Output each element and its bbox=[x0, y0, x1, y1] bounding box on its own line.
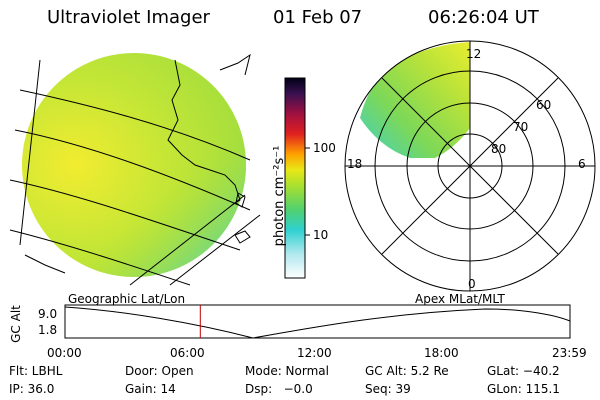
colorbar-unit-label: photon cm⁻²s⁻¹ bbox=[272, 145, 287, 247]
filter-info: Flt: LBHL bbox=[9, 364, 63, 378]
mlat-label-80: 80 bbox=[491, 142, 507, 156]
mlat-label-60: 60 bbox=[536, 98, 552, 112]
timeline-xtick-1800: 18:00 bbox=[424, 346, 459, 360]
mlt-label-0: 0 bbox=[468, 277, 476, 291]
mlt-label-12: 12 bbox=[466, 47, 482, 61]
glon-info: GLon: 115.1 bbox=[487, 382, 560, 396]
timeline-ylabel: GC Alt bbox=[9, 305, 23, 343]
latlon-grid bbox=[9, 59, 261, 286]
auroral-oval-coverage bbox=[360, 42, 470, 158]
dsp-info: Dsp: −0.0 bbox=[245, 382, 313, 396]
door-info: Door: Open bbox=[125, 364, 194, 378]
polar-plot bbox=[344, 40, 596, 292]
coastline bbox=[24, 53, 251, 274]
timeline-xtick-0600: 06:00 bbox=[170, 346, 205, 360]
timeline-xtick-0000: 00:00 bbox=[47, 346, 82, 360]
mlat-label-70: 70 bbox=[513, 120, 529, 134]
mode-info: Mode: Normal bbox=[245, 364, 329, 378]
ip-info: IP: 36.0 bbox=[9, 382, 55, 396]
timeline-ytick-bottom: 1.8 bbox=[38, 323, 58, 337]
geographic-image bbox=[9, 53, 261, 286]
apex-caption: Apex MLat/MLT bbox=[415, 292, 505, 306]
seq-info: Seq: 39 bbox=[365, 382, 411, 396]
earth-disk bbox=[22, 53, 246, 277]
altitude-curve bbox=[64, 306, 571, 339]
timeline-ytick-top: 9.0 bbox=[38, 307, 58, 321]
altitude-timeline bbox=[64, 304, 571, 339]
colorbar-tick-100: 100 bbox=[313, 141, 336, 155]
polar-grid bbox=[344, 40, 596, 292]
glat-info: GLat: −40.2 bbox=[487, 364, 560, 378]
mlt-label-6: 6 bbox=[578, 157, 586, 171]
mlt-label-18: 18 bbox=[347, 157, 363, 171]
timeline-xtick-1200: 12:00 bbox=[297, 346, 332, 360]
timeline-xtick-2359: 23:59 bbox=[552, 346, 587, 360]
gc-alt-info: GC Alt: 5.2 Re bbox=[365, 364, 449, 378]
time-label: 06:26:04 UT bbox=[428, 7, 539, 28]
instrument-title: Ultraviolet Imager bbox=[47, 7, 210, 28]
gain-info: Gain: 14 bbox=[125, 382, 176, 396]
color-bar bbox=[284, 77, 310, 279]
date-label: 01 Feb 07 bbox=[273, 7, 363, 28]
colorbar-tick-10: 10 bbox=[313, 228, 329, 242]
geographic-caption: Geographic Lat/Lon bbox=[68, 292, 186, 306]
